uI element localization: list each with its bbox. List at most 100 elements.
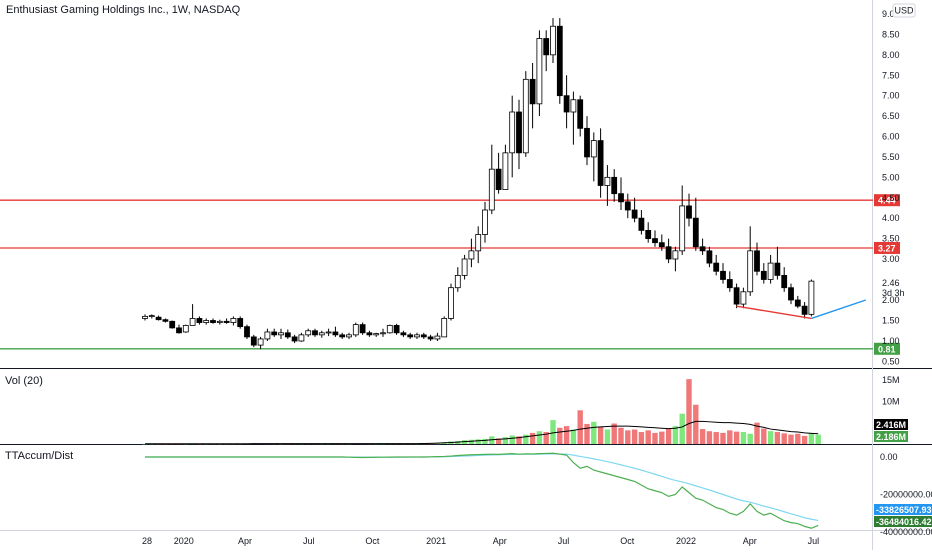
signal-value-badge xyxy=(874,504,932,515)
volume-bar xyxy=(659,431,665,444)
candle-body xyxy=(733,287,740,305)
indicator-tick-label: -20000000.00 xyxy=(880,490,932,500)
candle-body xyxy=(352,324,359,336)
volume-bar xyxy=(434,443,441,445)
candle-body xyxy=(142,315,148,319)
candle-body xyxy=(400,332,407,336)
volume-current-badge xyxy=(874,431,908,442)
candle-body xyxy=(284,332,291,338)
candle-body xyxy=(278,332,284,336)
candle-body xyxy=(652,238,658,244)
candle-body xyxy=(305,330,312,336)
time-tick-label: Jul xyxy=(808,536,820,546)
candle-body xyxy=(448,287,454,319)
volume-bar xyxy=(591,421,597,444)
volume-bar xyxy=(672,426,679,444)
candle-body xyxy=(189,318,196,326)
volume-bar xyxy=(733,431,740,444)
candle-body xyxy=(325,331,332,334)
trendlines xyxy=(736,299,867,320)
candle-body xyxy=(638,217,645,231)
candle-body xyxy=(332,331,339,336)
volume-bar xyxy=(618,427,624,444)
candle-body xyxy=(182,325,189,333)
candle-body xyxy=(672,250,679,260)
candle-body xyxy=(584,127,590,158)
candle-body xyxy=(441,318,448,338)
volume-bar xyxy=(774,432,781,444)
price-tick-label: 6.00 xyxy=(882,132,900,142)
candle-body xyxy=(155,316,162,321)
level-badge xyxy=(874,342,900,355)
candle-body xyxy=(658,242,665,248)
candle-body xyxy=(516,111,522,154)
candle-body xyxy=(604,176,611,186)
volume-bar xyxy=(652,432,658,444)
candle-body xyxy=(454,274,461,289)
candle-body xyxy=(427,336,434,340)
volume-bar xyxy=(550,420,556,444)
level-badge-text: 4.44 xyxy=(878,196,896,206)
time-tick-label: Apr xyxy=(743,536,757,546)
axes: 9.00 8.50 8.00 7.50 7.00 6.50 6.00 5.50 5.00 4.50… xyxy=(142,9,932,546)
price-tick-label: 9.00 xyxy=(882,9,900,19)
candle-body xyxy=(257,338,264,346)
volume-bar xyxy=(801,435,808,444)
time-tick-label: Jul xyxy=(558,536,570,546)
volume-bar xyxy=(523,434,529,444)
volume-bar xyxy=(808,432,815,444)
candle-body xyxy=(767,262,774,280)
volume-bar xyxy=(509,435,515,444)
volume-bar xyxy=(720,432,726,444)
candle-body xyxy=(556,25,563,97)
candle-body xyxy=(760,270,767,280)
volume-ma-badge xyxy=(874,419,908,430)
volume-bar xyxy=(570,429,577,444)
volume-bar xyxy=(475,439,481,444)
time-tick-label: Apr xyxy=(493,536,507,546)
volume-bar xyxy=(597,426,604,444)
time-tick-label: 2022 xyxy=(676,536,696,546)
volume-bar xyxy=(767,431,774,444)
price-tick-label: 2.00 xyxy=(882,295,900,305)
candle-body xyxy=(536,38,543,105)
time-tick-label: Oct xyxy=(365,536,380,546)
candle-body xyxy=(597,140,604,186)
candle-body xyxy=(271,331,278,336)
candles xyxy=(142,18,815,350)
chart-title: Enthusiast Gaming Holdings Inc., 1W, NAS… xyxy=(6,4,241,16)
time-tick-label: Apr xyxy=(238,536,252,546)
volume-bar xyxy=(543,432,549,444)
volume-bar xyxy=(693,404,699,444)
candle-body xyxy=(468,250,475,260)
countdown-label: 3d 3h xyxy=(882,288,905,298)
candle-body xyxy=(624,201,631,211)
price-tick-label: 8.50 xyxy=(882,29,900,39)
price-tick-label: 8.00 xyxy=(882,50,900,60)
volume-bar xyxy=(495,438,502,444)
volume-bar xyxy=(604,429,611,444)
volume-bar xyxy=(557,427,563,444)
price-tick-label: 7.50 xyxy=(882,70,900,80)
candle-body xyxy=(781,274,788,289)
volume-bar xyxy=(516,436,522,444)
horizontal-levels: 4.44 3.27 0.81 xyxy=(0,194,900,355)
candle-body xyxy=(563,95,570,113)
volume-current-badge-text: 2.186M xyxy=(876,432,906,442)
volume-bar xyxy=(631,429,638,444)
currency-button[interactable] xyxy=(892,3,916,18)
volume-bar xyxy=(706,431,713,444)
volume-bar xyxy=(536,431,543,444)
candle-body xyxy=(570,99,577,113)
indicator-tick-label: -40000000.00 xyxy=(880,527,932,537)
volume-bar xyxy=(502,437,509,444)
last-price-label: 2.46 xyxy=(882,278,900,288)
volume-bar xyxy=(638,432,645,444)
candle-body xyxy=(366,332,373,336)
volume-bar xyxy=(482,438,488,444)
price-tick-label: 5.00 xyxy=(882,172,900,182)
candle-body xyxy=(754,250,760,272)
candle-body xyxy=(720,270,726,280)
volume-ma-line xyxy=(145,420,819,445)
candle-body xyxy=(488,168,495,211)
